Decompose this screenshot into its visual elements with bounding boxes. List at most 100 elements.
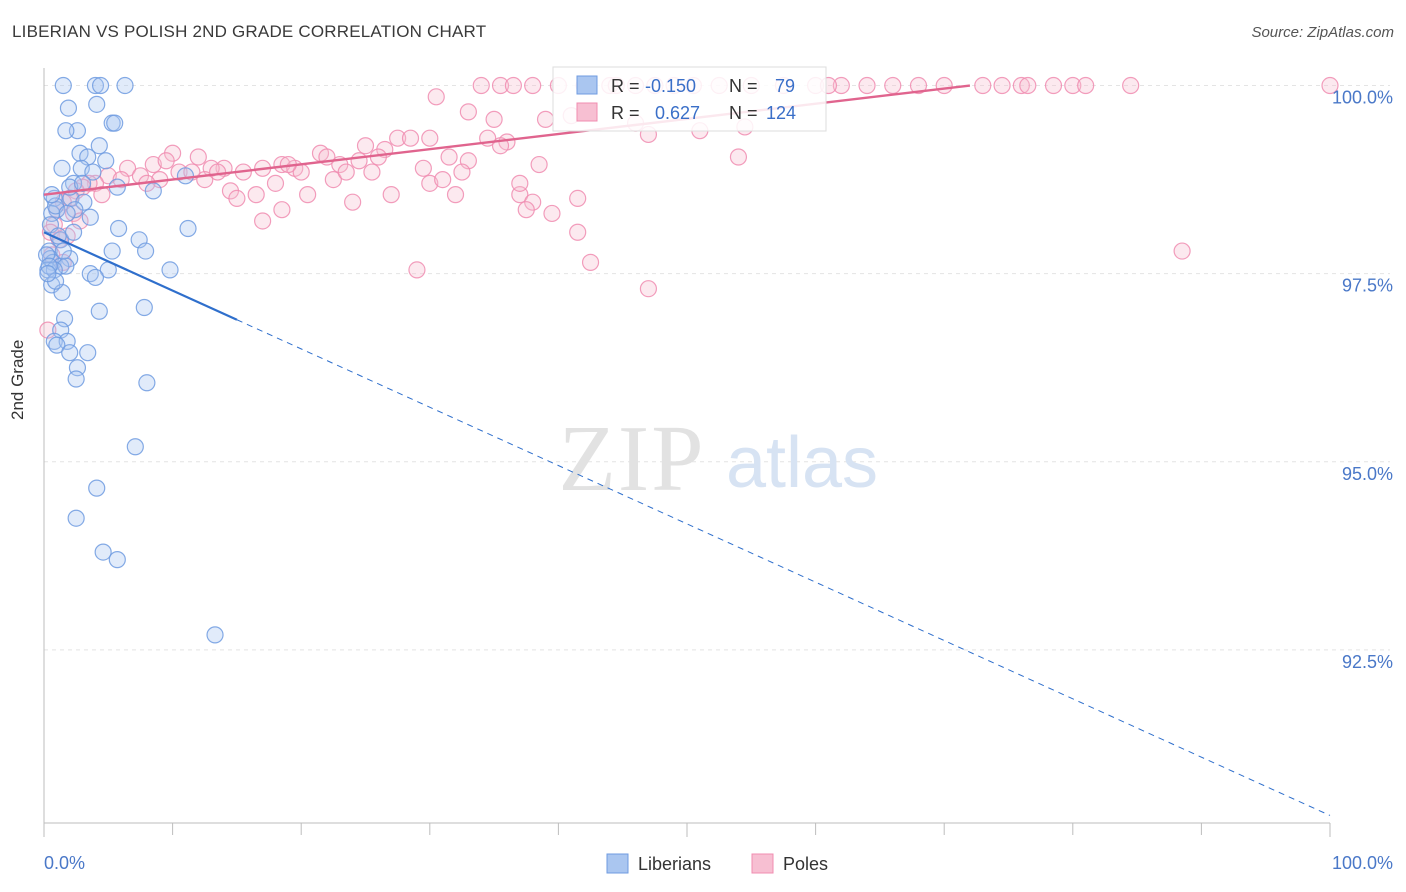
poles-point bbox=[524, 76, 542, 95]
stats-liberians-n-value: 79 bbox=[775, 76, 795, 96]
poles-point bbox=[511, 174, 529, 192]
liberians-point bbox=[57, 122, 75, 140]
poles-point bbox=[408, 261, 426, 279]
liberians-point bbox=[84, 163, 102, 181]
poles-point bbox=[1122, 76, 1140, 95]
poles-point bbox=[421, 129, 439, 147]
liberians-point bbox=[39, 265, 57, 283]
poles-point bbox=[363, 163, 381, 181]
poles-point bbox=[1321, 76, 1339, 95]
chart-title: LIBERIAN VS POLISH 2ND GRADE CORRELATION… bbox=[12, 22, 487, 41]
stats-poles-r-value: 0.627 bbox=[655, 103, 700, 123]
poles-point bbox=[569, 189, 587, 208]
stats-liberians-n-label: N = bbox=[729, 76, 758, 96]
liberians-point bbox=[53, 159, 71, 177]
poles-point bbox=[209, 163, 227, 181]
liberians-point bbox=[126, 438, 144, 456]
liberians-point bbox=[161, 261, 179, 279]
liberians-point bbox=[48, 336, 66, 354]
poles-point bbox=[421, 174, 439, 192]
poles-point bbox=[1077, 76, 1095, 95]
poles-point bbox=[504, 76, 522, 95]
poles-point bbox=[254, 212, 272, 230]
liberians-point bbox=[97, 152, 115, 170]
poles-point bbox=[389, 129, 407, 147]
watermark: ZIP atlas bbox=[559, 407, 879, 511]
liberians-point bbox=[54, 76, 72, 95]
poles-point bbox=[536, 110, 555, 128]
liberians-point bbox=[54, 242, 72, 260]
poles-point bbox=[350, 152, 368, 170]
poles-point bbox=[909, 76, 928, 95]
poles-point bbox=[569, 223, 587, 241]
stats-box-frame bbox=[552, 66, 827, 132]
poles-point bbox=[472, 76, 490, 95]
legend-poles-label: Poles bbox=[783, 854, 828, 874]
stats-box: R = -0.150 N = 79 R = 0.627 N = 124 bbox=[552, 66, 827, 132]
poles-point bbox=[935, 76, 953, 95]
poles-point bbox=[299, 186, 317, 204]
poles-point bbox=[228, 189, 246, 208]
poles-point bbox=[382, 186, 400, 204]
liberians-point bbox=[144, 182, 162, 200]
poles-point bbox=[974, 76, 992, 95]
poles-point bbox=[491, 76, 510, 95]
liberians-points bbox=[37, 76, 224, 644]
legend-liberians-label: Liberians bbox=[638, 854, 711, 874]
liberians-point bbox=[206, 626, 224, 644]
stats-poles-r-label: R = bbox=[611, 103, 640, 123]
liberians-point bbox=[90, 137, 108, 155]
x-tick-label: 100.0% bbox=[1332, 853, 1393, 873]
liberians-point bbox=[108, 551, 126, 569]
liberians-point bbox=[179, 219, 197, 238]
legend-poles-swatch bbox=[751, 853, 774, 874]
poles-point bbox=[459, 103, 477, 121]
poles-point bbox=[157, 152, 175, 170]
legend-liberians-swatch bbox=[606, 853, 629, 874]
poles-point bbox=[414, 159, 432, 177]
liberians-point bbox=[73, 174, 92, 192]
liberians-point bbox=[81, 208, 99, 226]
liberians-point bbox=[58, 204, 76, 223]
liberians-point bbox=[138, 374, 156, 392]
liberians-point bbox=[103, 242, 121, 260]
x-tick-labels: 0.0% 100.0% bbox=[44, 853, 1393, 873]
watermark-zip: ZIP bbox=[559, 407, 706, 511]
poles-point bbox=[993, 76, 1011, 95]
poles-point bbox=[1044, 76, 1063, 95]
stats-poles-n-label: N = bbox=[729, 103, 758, 123]
liberians-point bbox=[61, 344, 79, 362]
stats-liberians-r-label: R = bbox=[611, 76, 640, 96]
poles-point bbox=[543, 204, 561, 223]
poles-point bbox=[446, 186, 465, 204]
poles-point bbox=[581, 253, 600, 271]
poles-point bbox=[1019, 76, 1037, 95]
poles-point bbox=[273, 201, 291, 219]
poles-trend-line bbox=[43, 84, 971, 196]
stats-poles-n-value: 124 bbox=[766, 103, 796, 123]
poles-point bbox=[337, 163, 355, 181]
liberians-point bbox=[91, 76, 110, 95]
poles-point bbox=[729, 148, 748, 166]
y-tick-label: 100.0% bbox=[1332, 88, 1393, 108]
poles-point bbox=[266, 174, 285, 192]
poles-point bbox=[440, 148, 458, 166]
poles-point bbox=[189, 148, 207, 166]
liberians-point bbox=[135, 298, 153, 317]
stats-liberians-r-value: -0.150 bbox=[645, 76, 696, 96]
liberians-point bbox=[116, 76, 134, 95]
poles-point bbox=[1064, 76, 1082, 95]
liberians-point bbox=[86, 268, 105, 287]
source-label: Source: ZipAtlas.com bbox=[1251, 24, 1394, 41]
poles-point bbox=[884, 76, 902, 95]
poles-point bbox=[356, 137, 375, 155]
liberians-trend-extension bbox=[236, 319, 1331, 816]
poles-point bbox=[517, 201, 535, 219]
watermark-atlas: atlas bbox=[726, 423, 878, 503]
poles-point bbox=[344, 193, 362, 211]
poles-point bbox=[832, 76, 850, 95]
poles-point bbox=[639, 280, 658, 298]
liberians-point bbox=[109, 219, 128, 238]
poles-point bbox=[1173, 242, 1191, 260]
